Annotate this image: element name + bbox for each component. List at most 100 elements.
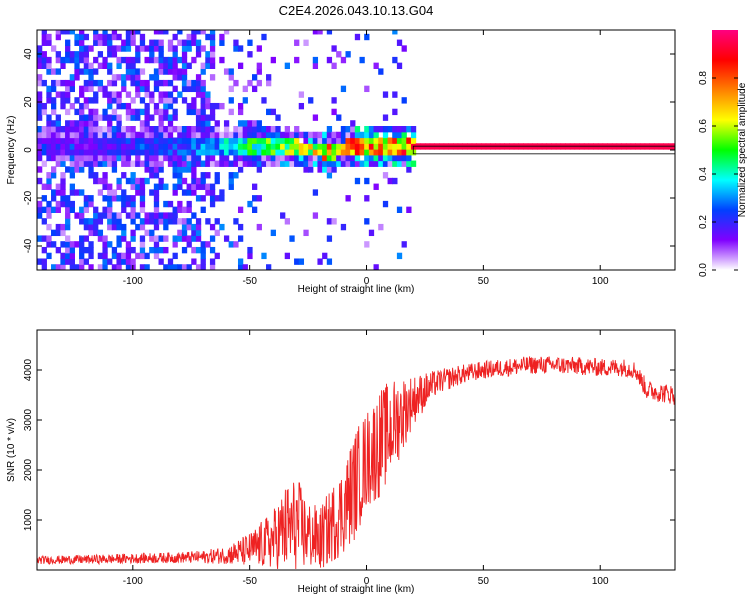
spectrogram-cell xyxy=(312,143,319,150)
spectrogram-cell xyxy=(149,45,155,52)
spectrogram-cell xyxy=(93,33,99,41)
spectrogram-cell xyxy=(144,212,150,219)
spectrogram-cell xyxy=(37,56,43,64)
spectrogram-cell xyxy=(121,189,127,196)
spectrogram-cell xyxy=(275,160,281,167)
spectrogram-cell xyxy=(83,149,90,156)
spectrogram-cell xyxy=(51,143,57,150)
spectrogram-cell xyxy=(270,108,276,116)
colorbar-tick-label: 0.8 xyxy=(698,71,709,85)
spectrogram-cell xyxy=(186,218,192,225)
spectrogram-cell xyxy=(359,149,365,156)
spectrogram-cell xyxy=(336,114,342,121)
spectrogram-cell xyxy=(125,200,132,208)
spectrogram-cell xyxy=(111,30,118,35)
spectrogram-cell xyxy=(125,252,132,260)
spectrogram-cell xyxy=(275,114,281,121)
spectrogram-cell xyxy=(163,235,169,242)
spectrogram-cell xyxy=(401,45,407,52)
spectrogram-cell xyxy=(153,218,160,225)
spectrogram-cell xyxy=(167,154,174,162)
spectrogram-y-tick-label: 0 xyxy=(23,147,34,153)
spectrogram-cell xyxy=(256,137,262,144)
spectrogram-cell xyxy=(65,79,71,87)
spectrogram-cell xyxy=(205,97,211,104)
spectrogram-cell xyxy=(37,206,43,213)
spectrogram-cell xyxy=(294,160,300,167)
spectrogram-cell xyxy=(60,102,66,110)
snr-y-tick-label: 4000 xyxy=(23,358,34,381)
spectrogram-cell xyxy=(177,177,183,185)
spectrogram-cell xyxy=(223,131,230,139)
spectrogram-cell xyxy=(125,149,132,156)
spectrogram-cell xyxy=(163,264,169,270)
spectrogram-cell xyxy=(228,68,234,75)
spectrogram-cell xyxy=(111,195,118,202)
spectrogram-cell xyxy=(93,126,99,133)
spectrogram-cell xyxy=(65,252,71,260)
spectrogram-cell xyxy=(205,160,211,167)
spectrogram-cell xyxy=(158,97,164,104)
spectrogram-cell xyxy=(252,183,258,190)
spectrogram-cell xyxy=(158,166,164,173)
spectrogram-cell xyxy=(181,137,188,144)
spectrogram-cell xyxy=(378,149,384,156)
spectrogram-cell xyxy=(139,137,146,144)
spectrogram-cell xyxy=(55,51,61,58)
spectrogram-cell xyxy=(223,149,230,156)
spectrogram-cell xyxy=(135,154,141,162)
spectrogram-cell xyxy=(247,126,253,133)
spectrogram-cell xyxy=(223,235,230,242)
spectrogram-cell xyxy=(200,114,206,121)
spectrogram-cell xyxy=(158,30,164,35)
spectrogram-cell xyxy=(60,160,66,167)
spectrogram-cell xyxy=(55,206,61,213)
spectrogram-cell xyxy=(214,229,220,237)
spectrogram-cell xyxy=(219,160,225,167)
spectrogram-cell xyxy=(93,114,99,121)
spectrogram-cell xyxy=(209,143,216,150)
spectrogram-cell xyxy=(354,149,361,156)
spectrogram-cell xyxy=(410,126,417,133)
spectrogram-cell xyxy=(55,131,61,139)
spectrogram-cell xyxy=(237,235,244,242)
spectrogram-cell xyxy=(195,149,202,156)
spectrogram-cell xyxy=(135,74,141,81)
spectrogram-cell xyxy=(111,149,118,156)
spectrogram-cell xyxy=(247,160,253,167)
spectrogram-cell xyxy=(111,74,118,81)
spectrogram-cell xyxy=(298,154,305,162)
spectrogram-cell xyxy=(247,154,253,162)
spectrogram-cell xyxy=(364,241,370,248)
spectrogram-cell xyxy=(270,131,276,139)
spectrogram-cell xyxy=(256,45,262,52)
spectrogram-cell xyxy=(266,137,272,144)
spectrogram-cell xyxy=(65,91,71,98)
spectrogram-cell xyxy=(181,97,188,104)
spectrogram-cell xyxy=(125,195,132,202)
spectrogram-cell xyxy=(107,114,113,121)
spectrogram-cell xyxy=(228,131,234,139)
spectrogram-cell xyxy=(55,223,61,231)
spectrogram-cell xyxy=(69,200,75,208)
spectrogram-cell xyxy=(88,120,94,127)
spectrogram-cell xyxy=(65,246,71,254)
spectrogram-cell xyxy=(139,120,146,127)
spectrogram-cell xyxy=(382,131,389,139)
spectrogram-cell xyxy=(153,160,160,167)
spectrogram-cell xyxy=(130,114,136,121)
spectrogram-cell xyxy=(74,33,80,41)
spectrogram-cell xyxy=(69,154,75,162)
spectrogram-cell xyxy=(46,223,52,231)
spectrogram-cell xyxy=(121,131,127,139)
spectrogram-cell xyxy=(191,229,197,237)
spectrogram-cell xyxy=(233,241,239,248)
spectrogram-cell xyxy=(65,126,71,133)
spectrogram-cell xyxy=(111,160,118,167)
spectrogram-cell xyxy=(186,183,192,190)
spectrogram-cell xyxy=(392,131,398,139)
spectrogram-cell xyxy=(69,126,75,133)
spectrogram-cell xyxy=(55,30,61,35)
spectrogram-cell xyxy=(322,252,328,260)
